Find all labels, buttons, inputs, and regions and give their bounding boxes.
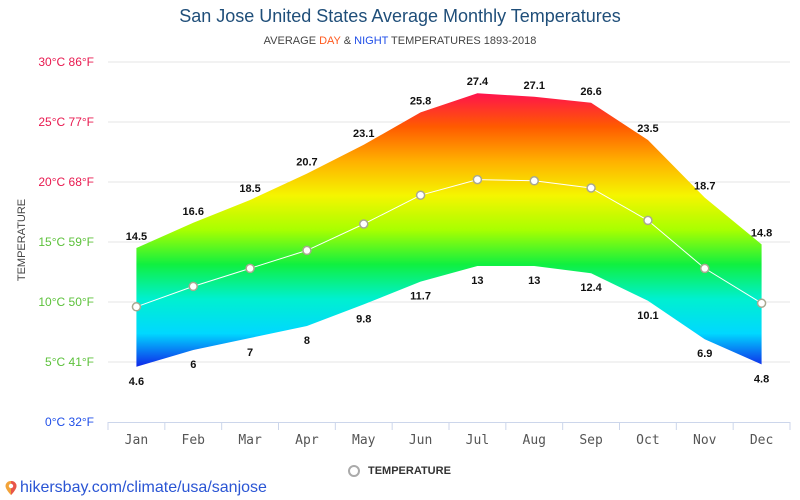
chart-subtitle: AVERAGE DAY & NIGHT TEMPERATURES 1893-20… bbox=[0, 35, 800, 47]
night-value-label: 8 bbox=[304, 335, 310, 347]
average-point[interactable] bbox=[131, 302, 142, 312]
day-value-label: 20.7 bbox=[296, 157, 317, 169]
legend-label: TEMPERATURE bbox=[368, 465, 451, 477]
map-pin-icon bbox=[5, 481, 17, 495]
day-value-label: 14.8 bbox=[751, 227, 772, 239]
x-axis: Jan Feb Mar Apr May Jun Jul Aug Sep Oct Nov Dec bbox=[107, 422, 791, 448]
night-value-label: 6 bbox=[190, 359, 196, 371]
night-value-label: 7 bbox=[247, 347, 253, 359]
day-data-labels: 14.5 16.6 18.5 20.7 23.1 25.8 27.4 27.1 26.6 23.5… bbox=[126, 76, 773, 243]
legend-item-temperature[interactable]: TEMPERATURE bbox=[348, 465, 451, 477]
night-value-label: 4.8 bbox=[754, 373, 769, 385]
chart-title: San Jose United States Average Monthly T… bbox=[179, 6, 621, 26]
night-value-label: 13 bbox=[528, 275, 540, 287]
x-tick-label: Mar bbox=[238, 433, 262, 448]
x-tick-label: May bbox=[352, 433, 376, 448]
average-temperature-line bbox=[136, 179, 762, 308]
average-point[interactable] bbox=[700, 263, 710, 274]
source-text: hikersbay.com/climate/usa/sanjose bbox=[20, 479, 267, 496]
subtitle-day: DAY bbox=[319, 35, 341, 47]
day-value-label: 23.1 bbox=[353, 128, 374, 140]
legend-circle-icon bbox=[348, 465, 360, 477]
y-tick-label: 25°C 77°F bbox=[38, 115, 94, 129]
subtitle-prefix: AVERAGE bbox=[263, 35, 320, 47]
day-value-label: 27.4 bbox=[467, 76, 489, 88]
average-point[interactable] bbox=[529, 176, 539, 186]
y-tick-label: 20°C 68°F bbox=[38, 175, 94, 189]
average-point[interactable] bbox=[643, 215, 653, 226]
y-tick-label: 15°C 59°F bbox=[38, 235, 94, 249]
day-value-label: 18.7 bbox=[694, 181, 715, 193]
average-point[interactable] bbox=[188, 281, 198, 292]
y-axis-label: TEMPERATURE bbox=[16, 199, 28, 281]
x-tick-label: Sep bbox=[579, 433, 603, 448]
y-tick-label: 0°C 32°F bbox=[45, 415, 94, 429]
average-point[interactable] bbox=[756, 298, 767, 308]
y-axis-ticks: 30°C 86°F 25°C 77°F 20°C 68°F 15°C 59°F 10°C… bbox=[38, 55, 94, 429]
night-value-label: 11.7 bbox=[410, 291, 431, 303]
subtitle-suffix: TEMPERATURES 1893-2018 bbox=[388, 35, 537, 47]
average-point[interactable] bbox=[415, 190, 426, 200]
day-value-label: 18.5 bbox=[239, 183, 260, 195]
source-link[interactable]: hikersbay.com/climate/usa/sanjose bbox=[4, 479, 267, 497]
day-value-label: 27.1 bbox=[524, 80, 545, 92]
subtitle-night: NIGHT bbox=[354, 35, 389, 47]
day-value-label: 25.8 bbox=[410, 95, 431, 107]
night-value-label: 9.8 bbox=[356, 313, 371, 325]
night-value-label: 12.4 bbox=[580, 282, 602, 294]
x-tick-label: Oct bbox=[636, 433, 659, 448]
night-value-label: 6.9 bbox=[697, 348, 712, 360]
y-tick-label: 10°C 50°F bbox=[38, 295, 94, 309]
x-tick-label: Nov bbox=[693, 433, 717, 448]
x-tick-label: Aug bbox=[523, 433, 546, 448]
night-value-label: 4.6 bbox=[129, 376, 144, 388]
average-point[interactable] bbox=[302, 245, 312, 256]
y-tick-label: 30°C 86°F bbox=[38, 55, 94, 69]
x-tick-label: Apr bbox=[295, 433, 319, 448]
x-tick-label: Feb bbox=[182, 433, 206, 448]
average-point[interactable] bbox=[586, 183, 596, 193]
day-night-band bbox=[136, 93, 762, 367]
x-tick-label: Jun bbox=[409, 433, 432, 448]
night-value-label: 10.1 bbox=[637, 310, 658, 322]
night-data-labels: 4.6 6 7 8 9.8 11.7 13 13 12.4 10.1 6.9 4.8 bbox=[129, 275, 769, 388]
night-value-label: 13 bbox=[471, 275, 483, 287]
average-point[interactable] bbox=[472, 174, 483, 185]
day-value-label: 14.5 bbox=[126, 231, 147, 243]
average-point[interactable] bbox=[245, 263, 255, 274]
day-value-label: 16.6 bbox=[183, 206, 204, 218]
x-tick-label: Jan bbox=[125, 433, 148, 448]
x-tick-label: Dec bbox=[750, 433, 773, 448]
average-points bbox=[131, 174, 767, 312]
x-tick-label: Jul bbox=[466, 433, 489, 448]
y-tick-label: 5°C 41°F bbox=[45, 355, 94, 369]
subtitle-amp: & bbox=[340, 35, 355, 47]
day-value-label: 23.5 bbox=[637, 123, 658, 135]
day-value-label: 26.6 bbox=[580, 86, 601, 98]
average-point[interactable] bbox=[359, 219, 369, 229]
